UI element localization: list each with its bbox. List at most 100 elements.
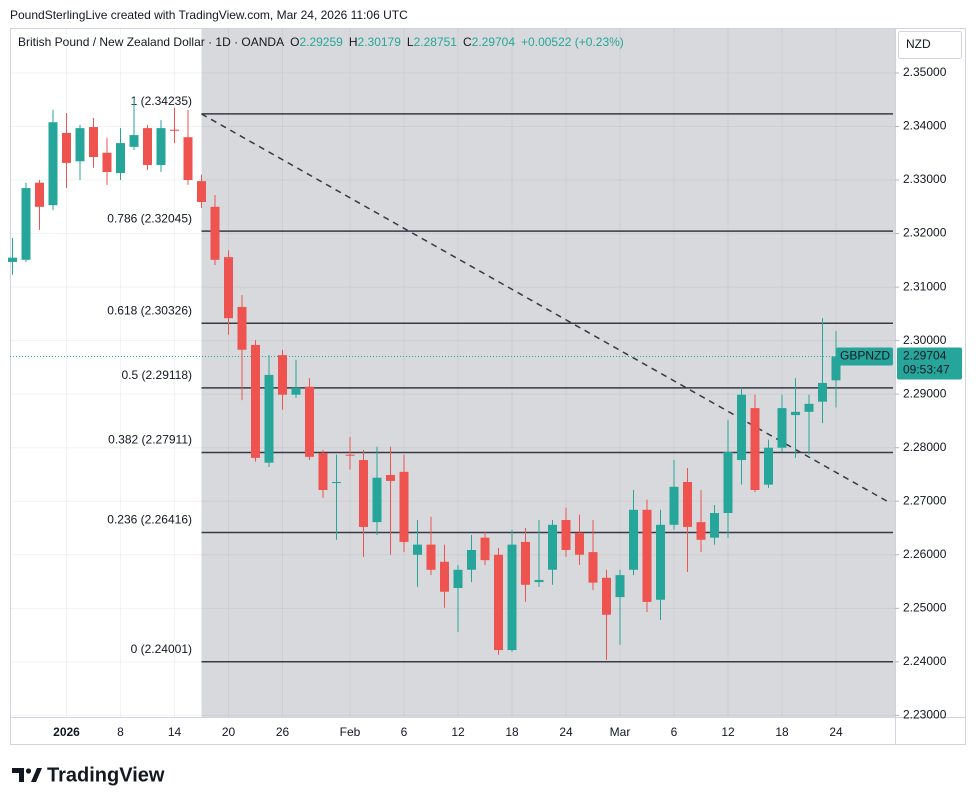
logo: TradingView bbox=[12, 764, 165, 786]
y-tick-label: 2.24000 bbox=[903, 654, 947, 668]
candle-body bbox=[48, 122, 58, 206]
field-label: C bbox=[463, 35, 472, 49]
ticker-badge bbox=[836, 347, 893, 366]
x-tick-label: Mar bbox=[610, 725, 631, 739]
candle-body bbox=[359, 460, 368, 527]
y-tick-label: 2.26000 bbox=[903, 547, 947, 561]
x-tick-label: 24 bbox=[559, 725, 573, 739]
candle-body bbox=[210, 206, 220, 260]
candle-body bbox=[683, 481, 692, 527]
candle-body bbox=[305, 386, 314, 457]
candle-body bbox=[480, 537, 490, 561]
candle-body bbox=[467, 549, 476, 570]
candle-body bbox=[386, 475, 395, 481]
candle-body bbox=[764, 447, 773, 485]
candle-body bbox=[777, 408, 787, 448]
candle-body bbox=[737, 394, 746, 461]
x-tick-label: 12 bbox=[451, 725, 465, 739]
candle-body bbox=[35, 182, 44, 207]
candle-body bbox=[156, 128, 166, 166]
candle-body bbox=[561, 519, 571, 550]
last-price: 2.29704 bbox=[903, 349, 947, 363]
fib-zone bbox=[201, 29, 895, 717]
logo-text: TradingView bbox=[47, 764, 165, 786]
y-tick-label: 2.25000 bbox=[903, 600, 947, 614]
y-tick-label: 2.30000 bbox=[903, 333, 947, 347]
candle-body bbox=[89, 127, 98, 158]
fib-label: 0.786 (2.32045) bbox=[107, 211, 192, 225]
candle-body bbox=[8, 257, 17, 262]
candle-body bbox=[494, 554, 503, 651]
fib-label: 1 (2.34235) bbox=[131, 94, 192, 108]
candle-body bbox=[345, 454, 355, 456]
price-badge bbox=[897, 347, 962, 380]
fib-label: 0.5 (2.29118) bbox=[122, 368, 193, 382]
x-tick-label: 8 bbox=[117, 725, 124, 739]
candle-body bbox=[426, 544, 436, 570]
candle-body bbox=[197, 181, 206, 202]
candle-body bbox=[507, 544, 517, 651]
x-tick-label: 12 bbox=[721, 725, 735, 739]
x-tick-label: 2026 bbox=[53, 725, 80, 739]
attribution: PoundSterlingLive created with TradingVi… bbox=[10, 8, 408, 22]
candle-body bbox=[413, 544, 422, 555]
x-tick-label: 20 bbox=[222, 725, 236, 739]
y-tick-label: 2.29000 bbox=[903, 386, 947, 400]
y-tick-label: 2.33000 bbox=[903, 172, 947, 186]
candle-body bbox=[224, 257, 233, 319]
candle-body bbox=[264, 374, 274, 463]
candle-body bbox=[399, 471, 409, 542]
y-tick-label: 2.32000 bbox=[903, 226, 947, 240]
candle-body bbox=[129, 135, 139, 147]
candle-body bbox=[75, 128, 85, 162]
currency: NZD bbox=[906, 37, 931, 51]
candle-body bbox=[453, 569, 463, 588]
candle-body bbox=[791, 411, 800, 416]
chart-frame bbox=[10, 28, 966, 745]
candle-body bbox=[170, 129, 179, 131]
symbol: British Pound / New Zealand Dollar · 1D … bbox=[18, 35, 284, 49]
currency-box bbox=[898, 31, 962, 59]
candle-body bbox=[669, 486, 679, 525]
y-tick-label: 2.34000 bbox=[903, 119, 947, 133]
candle-body bbox=[332, 481, 341, 484]
candle-body bbox=[710, 513, 719, 538]
x-tick-label: 18 bbox=[775, 725, 789, 739]
candle-body bbox=[102, 152, 112, 173]
ticker: GBPNZD bbox=[840, 349, 890, 363]
fib-label: 0 (2.24001) bbox=[131, 642, 192, 656]
legend-header: British Pound / New Zealand Dollar · 1D … bbox=[18, 35, 624, 49]
candle-body bbox=[588, 552, 598, 583]
x-tick-label: 6 bbox=[401, 725, 408, 739]
logo-icon bbox=[31, 768, 42, 782]
logo-icon bbox=[12, 768, 24, 782]
change: +0.00522 (+0.23%) bbox=[521, 35, 624, 49]
candle-body bbox=[143, 128, 152, 166]
x-tick-label: 26 bbox=[276, 725, 290, 739]
fib-label: 0.236 (2.26416) bbox=[107, 513, 192, 527]
candle-body bbox=[440, 561, 449, 592]
x-tick-label: Feb bbox=[340, 725, 361, 739]
candle-body bbox=[804, 403, 814, 412]
candle-body bbox=[318, 453, 328, 491]
y-tick-label: 2.23000 bbox=[903, 708, 947, 722]
y-tick-label: 2.28000 bbox=[903, 440, 947, 454]
field-label: O bbox=[290, 35, 299, 49]
fib-label: 0.382 (2.27911) bbox=[108, 433, 192, 447]
y-tick-label: 2.27000 bbox=[903, 493, 947, 507]
candle-body bbox=[278, 355, 287, 395]
candle-body bbox=[237, 306, 247, 350]
candle-body bbox=[291, 387, 301, 395]
candle-body bbox=[629, 509, 638, 570]
candle-body bbox=[534, 579, 544, 583]
field-value: 2.30179 bbox=[358, 35, 402, 49]
x-tick-label: 6 bbox=[671, 725, 678, 739]
field-label: H bbox=[349, 35, 358, 49]
candle-body bbox=[251, 344, 260, 458]
x-tick-label: 24 bbox=[829, 725, 843, 739]
candle-body bbox=[116, 143, 125, 174]
x-tick-label: 14 bbox=[168, 725, 182, 739]
candle-body bbox=[602, 577, 611, 615]
